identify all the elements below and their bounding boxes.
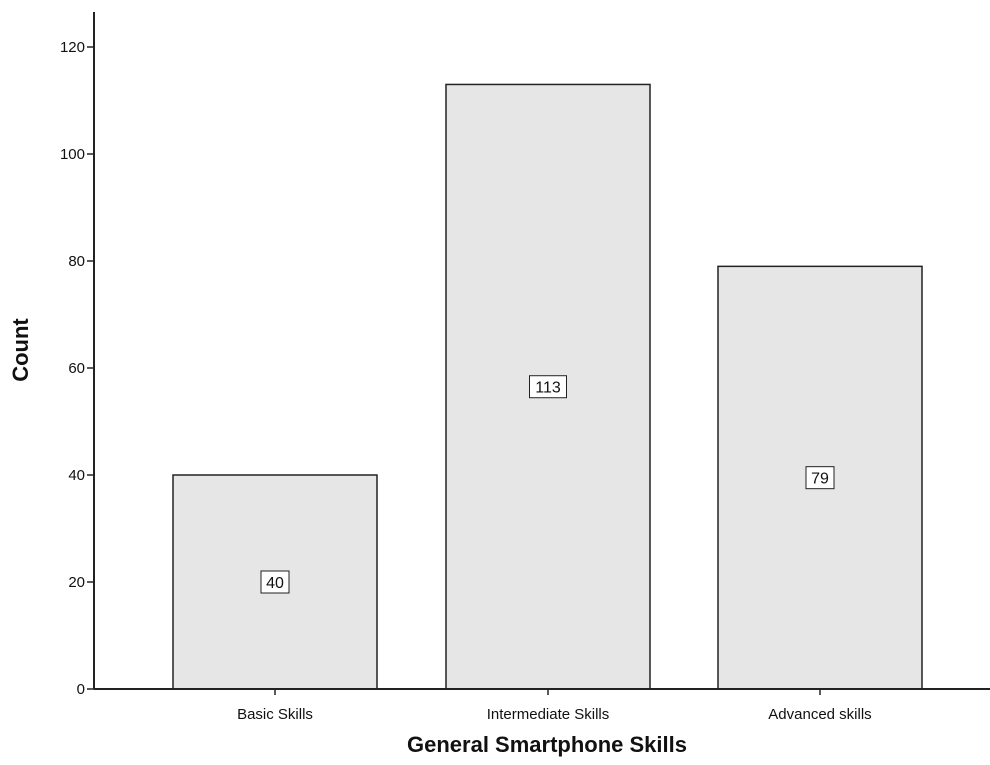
x-axis-title: General Smartphone Skills xyxy=(407,732,687,757)
x-tick-label: Basic Skills xyxy=(237,706,313,723)
axes-layer xyxy=(93,12,990,690)
x-tick-label: Advanced skills xyxy=(768,706,871,723)
y-tick-label: 20 xyxy=(68,574,85,591)
x-ticks: Basic Skills Intermediate Skills Advanced … xyxy=(237,689,872,723)
y-tick-label: 80 xyxy=(68,253,85,270)
data-label-box xyxy=(529,375,567,399)
data-label-box xyxy=(260,570,290,594)
data-label-box xyxy=(805,466,835,490)
data-label: 79 xyxy=(811,471,829,488)
x-tick-label: Intermediate Skills xyxy=(487,706,610,723)
y-tick-label: 120 xyxy=(60,39,85,56)
y-tick-label: 0 xyxy=(77,681,85,698)
data-label: 40 xyxy=(266,575,284,592)
y-tick-label: 40 xyxy=(68,467,85,484)
y-ticks: 0 20 40 60 80 100 120 xyxy=(60,39,94,698)
y-tick-label: 100 xyxy=(60,146,85,163)
y-tick-label: 60 xyxy=(68,360,85,377)
data-label: 113 xyxy=(535,380,561,397)
data-labels: 40 113 79 xyxy=(260,375,835,594)
y-axis-title: Count xyxy=(8,318,33,382)
